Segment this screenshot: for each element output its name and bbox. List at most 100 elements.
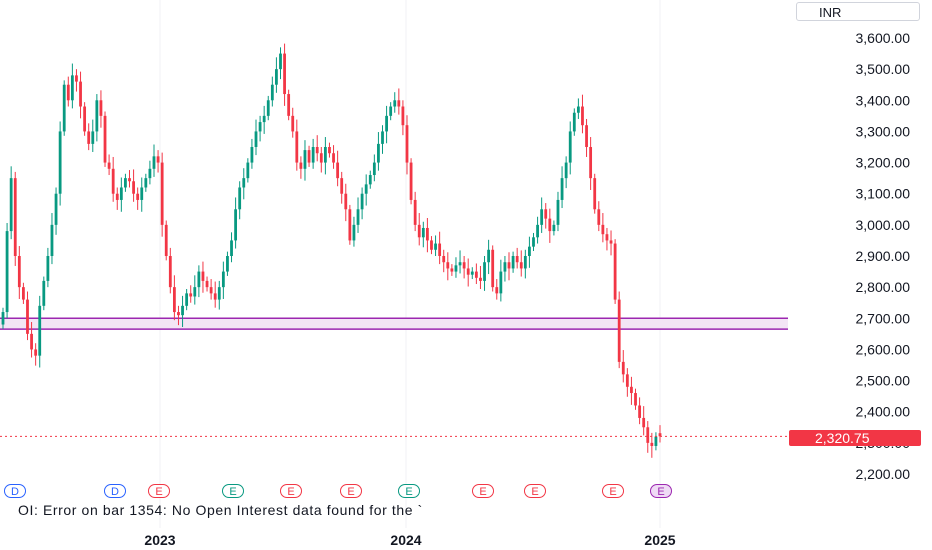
y-tick-label: 2,200.00 bbox=[856, 466, 911, 482]
candle bbox=[107, 154, 111, 176]
candle bbox=[226, 251, 229, 276]
last-price-value: 2,320.75 bbox=[815, 430, 870, 446]
candle bbox=[242, 168, 246, 200]
candle bbox=[581, 94, 584, 134]
candle bbox=[5, 222, 9, 319]
earnings-event-marker[interactable]: E bbox=[524, 484, 546, 498]
candle bbox=[401, 100, 405, 136]
candle bbox=[132, 169, 135, 202]
candle bbox=[425, 218, 429, 253]
earnings-event-marker[interactable]: E bbox=[280, 484, 302, 498]
candle bbox=[544, 203, 548, 229]
y-tick-label: 3,300.00 bbox=[856, 123, 911, 139]
candle bbox=[625, 368, 629, 397]
earnings-event-marker[interactable]: E bbox=[472, 484, 494, 498]
candle bbox=[523, 249, 527, 279]
candle bbox=[22, 282, 25, 304]
candle bbox=[87, 123, 91, 151]
candle bbox=[548, 208, 552, 243]
candle bbox=[511, 251, 515, 273]
candle bbox=[62, 80, 66, 136]
candle bbox=[638, 397, 641, 425]
earnings-event-marker[interactable]: E bbox=[398, 484, 420, 498]
y-tick-label: 2,500.00 bbox=[856, 373, 911, 389]
candle bbox=[262, 105, 266, 134]
candle bbox=[140, 177, 144, 212]
last-price-label: 2,320.75 bbox=[789, 430, 921, 446]
currency-selector[interactable]: INR bbox=[796, 2, 920, 21]
x-tick-label: 2025 bbox=[644, 532, 675, 548]
candle bbox=[397, 88, 401, 115]
candle bbox=[103, 111, 107, 167]
candle bbox=[385, 105, 388, 144]
earnings-event-marker[interactable]: E bbox=[650, 484, 672, 498]
candle bbox=[148, 160, 152, 185]
candle bbox=[111, 156, 115, 202]
candle bbox=[99, 90, 103, 128]
earnings-event-marker[interactable]: E bbox=[340, 484, 362, 498]
candle bbox=[328, 142, 331, 158]
candle bbox=[515, 247, 519, 269]
y-axis[interactable]: 2,200.002,300.002,400.002,500.002,600.00… bbox=[856, 30, 911, 482]
candle bbox=[275, 57, 278, 93]
candle bbox=[152, 144, 156, 177]
candle bbox=[66, 76, 70, 107]
candle bbox=[434, 235, 437, 256]
candle bbox=[458, 250, 462, 274]
candle bbox=[315, 135, 319, 162]
candle bbox=[13, 171, 17, 266]
candle bbox=[446, 252, 450, 281]
candle bbox=[83, 102, 87, 136]
candle bbox=[340, 171, 344, 204]
earnings-event-marker[interactable]: E bbox=[222, 484, 244, 498]
candle bbox=[642, 406, 646, 436]
candle bbox=[499, 259, 503, 302]
candle bbox=[336, 150, 340, 187]
candle bbox=[38, 295, 42, 368]
candle bbox=[1, 307, 5, 329]
candle bbox=[360, 187, 364, 220]
candle bbox=[221, 261, 225, 299]
support-zone bbox=[0, 317, 788, 330]
candle bbox=[646, 421, 650, 453]
candle bbox=[168, 247, 172, 294]
candle bbox=[144, 173, 148, 192]
dividend-event-marker[interactable]: D bbox=[4, 484, 26, 498]
candle bbox=[332, 145, 335, 169]
candle bbox=[560, 166, 564, 209]
candle bbox=[576, 98, 580, 119]
candle bbox=[364, 174, 368, 206]
candle bbox=[438, 231, 442, 265]
candle bbox=[634, 388, 637, 410]
candle bbox=[119, 177, 123, 212]
candle bbox=[593, 173, 597, 214]
candle bbox=[58, 121, 62, 206]
candle bbox=[193, 275, 197, 305]
candle bbox=[91, 119, 95, 152]
earnings-event-marker[interactable]: E bbox=[148, 484, 170, 498]
candle bbox=[177, 305, 180, 326]
y-tick-label: 3,200.00 bbox=[856, 155, 911, 171]
dividend-event-marker[interactable]: D bbox=[104, 484, 126, 498]
candle bbox=[270, 76, 274, 107]
candle bbox=[552, 220, 556, 236]
vertical-gridlines bbox=[159, 0, 661, 528]
candle bbox=[377, 132, 380, 171]
candle bbox=[26, 291, 29, 341]
candle bbox=[181, 295, 184, 328]
candle bbox=[654, 432, 658, 451]
candle bbox=[124, 173, 127, 192]
candle bbox=[136, 187, 140, 210]
earnings-event-marker[interactable]: E bbox=[602, 484, 624, 498]
candle bbox=[540, 197, 544, 233]
candle bbox=[266, 95, 270, 121]
candle bbox=[405, 115, 409, 175]
candle bbox=[658, 425, 662, 443]
candle bbox=[238, 181, 242, 220]
candle bbox=[605, 227, 609, 251]
x-axis[interactable]: 2023 2024 2025 bbox=[144, 532, 675, 548]
candle bbox=[34, 343, 38, 366]
candle bbox=[79, 71, 82, 119]
support-zone-fill bbox=[0, 318, 788, 330]
